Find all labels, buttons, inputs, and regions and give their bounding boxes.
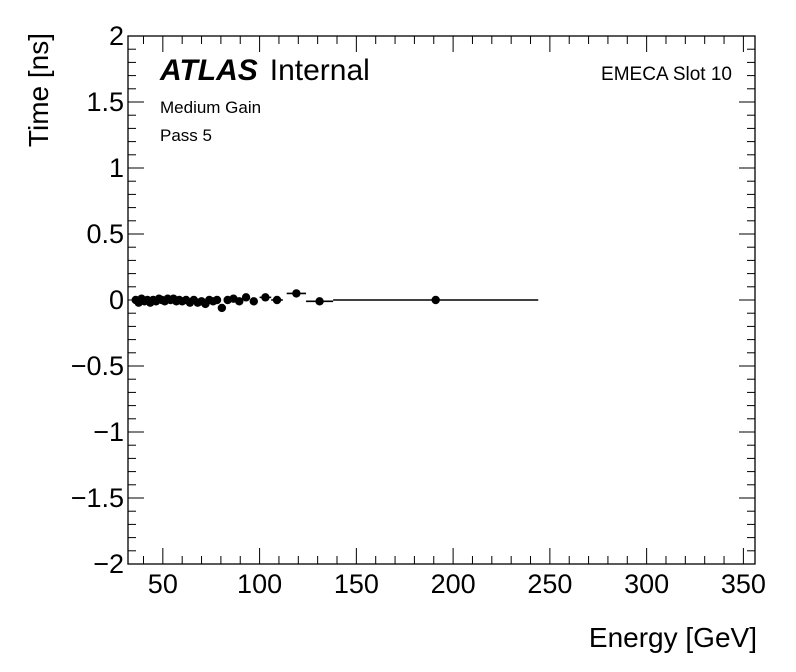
gain-label: Medium Gain [160, 98, 261, 117]
x-axis-title: Energy [GeV] [589, 622, 757, 653]
data-point [217, 303, 227, 313]
marker [241, 293, 251, 302]
marker [272, 295, 282, 305]
x-tick-label: 300 [624, 569, 669, 599]
x-tick-label: 200 [431, 569, 476, 599]
data-point [212, 295, 222, 305]
atlas-status: Internal [270, 54, 370, 87]
data-point [286, 289, 307, 298]
data-point [259, 293, 272, 302]
marker [431, 295, 440, 305]
y-tick-label: −1.5 [71, 483, 124, 513]
x-tick-label: 100 [237, 569, 282, 599]
marker [235, 297, 244, 306]
x-tick-label: 50 [148, 569, 178, 599]
y-tick-label: 1 [109, 153, 124, 183]
atlas-label: ATLAS Internal [159, 54, 370, 87]
x-tick-label: 150 [334, 569, 379, 599]
data-points [131, 289, 539, 313]
data-point [241, 293, 251, 302]
data-point [306, 297, 334, 306]
y-tick-label: −1 [93, 417, 124, 447]
y-tick-label: −0.5 [71, 351, 124, 381]
pass-label: Pass 5 [160, 126, 212, 145]
atlas-experiment: ATLAS [159, 54, 258, 87]
marker [292, 289, 301, 298]
data-point [235, 297, 244, 306]
axis-ticks: 50 100 150 200 250 300 350 −2 −1.5 −1 −0.5 0 0.5 1 1.5… [71, 21, 766, 599]
data-point [249, 297, 258, 306]
y-tick-label: 0 [109, 285, 124, 315]
x-tick-label: 250 [527, 569, 572, 599]
marker [315, 297, 324, 306]
x-tick-label: 350 [721, 569, 766, 599]
y-axis-title: Time [ns] [23, 33, 54, 147]
marker [249, 297, 258, 306]
y-tick-label: 1.5 [86, 87, 124, 117]
marker [212, 295, 222, 305]
marker [261, 293, 270, 302]
y-tick-label: −2 [93, 549, 124, 579]
marker [217, 303, 227, 313]
data-point [271, 295, 283, 305]
y-tick-label: 0.5 [86, 219, 124, 249]
y-tick-label: 2 [109, 21, 124, 51]
slot-label: EMECA Slot 10 [601, 64, 732, 85]
data-point [333, 295, 539, 305]
